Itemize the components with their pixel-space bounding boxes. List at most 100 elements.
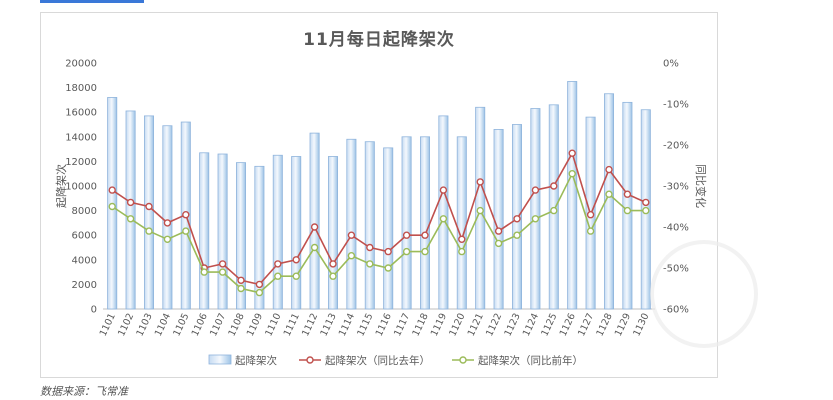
bar xyxy=(622,101,633,310)
x-tick-label: 1118 xyxy=(411,312,431,339)
x-tick-label: 1116 xyxy=(374,312,394,339)
y-right-tick-label: -30% xyxy=(663,182,689,193)
line-point xyxy=(255,280,264,289)
y-right-axis-title: 同比变化 xyxy=(694,164,708,208)
line-point xyxy=(550,206,558,215)
line-point xyxy=(458,247,466,256)
bar xyxy=(327,156,338,310)
line-point xyxy=(439,186,448,194)
line-point xyxy=(531,186,540,194)
x-tick-label: 1124 xyxy=(521,312,541,339)
line-point xyxy=(421,231,429,239)
legend-swatch xyxy=(208,354,232,365)
line-point xyxy=(384,264,392,272)
line-point xyxy=(182,210,190,219)
y-left-tick-label: 4000 xyxy=(72,255,97,266)
line-point xyxy=(237,276,245,284)
line-point xyxy=(402,231,411,239)
line-point xyxy=(347,231,356,239)
legend-label: 起降架次（同比前年） xyxy=(478,354,583,367)
line-point xyxy=(255,288,264,297)
bar xyxy=(125,110,136,310)
chart-container: 11月每日起降架次 0 2000 4000 6000 8000 10000 12000 140… xyxy=(40,12,718,378)
x-tick-label: 1104 xyxy=(153,312,173,339)
y-left-axis-title: 起降架次 xyxy=(54,164,68,208)
line-point xyxy=(347,251,356,260)
x-tick-label: 1121 xyxy=(466,312,486,339)
line-point xyxy=(145,202,153,211)
bar xyxy=(567,81,578,310)
bar xyxy=(144,115,155,310)
link-underline xyxy=(40,0,144,3)
bar xyxy=(456,136,467,310)
line-point xyxy=(163,235,172,244)
x-tick-label: 1102 xyxy=(116,312,136,339)
bar xyxy=(254,165,265,310)
line-point xyxy=(310,223,319,231)
line-point xyxy=(200,268,208,276)
bar xyxy=(162,125,173,310)
line-point xyxy=(384,247,392,256)
bar xyxy=(364,141,375,310)
line-point xyxy=(494,227,503,235)
legend-marker xyxy=(306,356,314,364)
bar xyxy=(493,129,504,310)
bar xyxy=(530,108,541,310)
legend-label: 起降架次（同比去年） xyxy=(325,354,430,367)
x-tick-label: 1129 xyxy=(613,312,633,339)
x-tick-label: 1112 xyxy=(300,312,320,339)
line-point xyxy=(458,235,466,244)
series-line xyxy=(111,151,647,286)
line-point xyxy=(494,239,503,248)
bar xyxy=(604,93,615,310)
line-point xyxy=(476,206,484,215)
line-point xyxy=(218,268,227,276)
y-left-tick-label: 14000 xyxy=(65,132,97,143)
bar xyxy=(401,136,412,310)
y-left-tick-label: 8000 xyxy=(72,206,97,217)
line-point xyxy=(366,243,374,252)
y-left-tick-label: 6000 xyxy=(72,231,97,242)
bar xyxy=(438,115,449,310)
x-tick-label: 1107 xyxy=(208,312,228,339)
line-point xyxy=(402,247,411,256)
line-point xyxy=(108,202,116,211)
line-point xyxy=(274,272,282,280)
y-right-tick-label: 0% xyxy=(663,59,679,70)
line-point xyxy=(568,149,576,157)
line-point xyxy=(439,215,448,223)
source-note: 数据来源：飞常准 xyxy=(40,385,128,398)
y-left-tick-label: 20000 xyxy=(65,59,97,70)
legend-label: 起降架次 xyxy=(235,354,277,367)
y-left-tick-label: 18000 xyxy=(65,83,97,94)
x-tick-label: 1105 xyxy=(171,312,191,339)
x-tick-label: 1122 xyxy=(484,312,504,339)
line-point xyxy=(329,272,337,280)
y-right-tick-label: -20% xyxy=(663,141,689,152)
line-point xyxy=(568,169,576,178)
y-left-tick-label: 10000 xyxy=(65,182,97,193)
line-point xyxy=(292,272,300,280)
bar xyxy=(291,156,302,310)
line-point xyxy=(182,227,190,235)
x-tick-label: 1117 xyxy=(392,312,412,339)
line-point xyxy=(605,165,613,174)
bar xyxy=(217,153,228,310)
line-point xyxy=(513,215,521,223)
line-point xyxy=(126,215,135,223)
line-point xyxy=(237,284,245,293)
line-point xyxy=(513,231,521,239)
line-point xyxy=(366,260,374,268)
line-point xyxy=(163,219,172,227)
line-point xyxy=(310,243,319,252)
line-point xyxy=(586,227,595,235)
line-point xyxy=(421,247,429,256)
x-tick-label: 1130 xyxy=(631,312,651,339)
line-point xyxy=(145,227,153,235)
line-point xyxy=(274,260,282,268)
bar xyxy=(235,162,246,310)
series-line xyxy=(111,171,646,294)
bar xyxy=(309,132,320,310)
bar xyxy=(272,154,283,310)
line-point xyxy=(108,186,116,194)
